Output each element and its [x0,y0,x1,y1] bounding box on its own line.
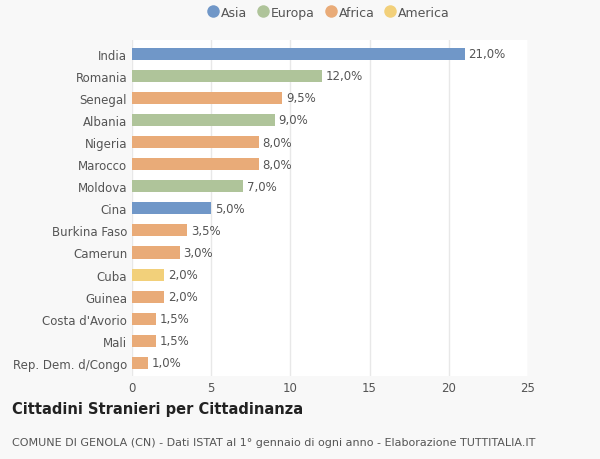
Text: 7,0%: 7,0% [247,180,277,193]
Text: 8,0%: 8,0% [263,158,292,171]
Bar [132,203,211,215]
Text: 1,5%: 1,5% [160,335,190,347]
Text: 8,0%: 8,0% [263,136,292,149]
Bar [132,225,187,237]
Bar [132,313,156,325]
Text: 3,5%: 3,5% [191,224,221,237]
Bar [132,335,156,347]
Bar [132,159,259,171]
Text: 9,0%: 9,0% [278,114,308,127]
Text: COMUNE DI GENOLA (CN) - Dati ISTAT al 1° gennaio di ogni anno - Elaborazione TUT: COMUNE DI GENOLA (CN) - Dati ISTAT al 1°… [12,437,535,447]
Text: 9,5%: 9,5% [286,92,316,105]
Text: 2,0%: 2,0% [167,291,197,303]
Bar [132,49,464,61]
Text: 1,5%: 1,5% [160,313,190,325]
Text: 21,0%: 21,0% [469,48,506,61]
Bar [132,137,259,149]
Bar [132,93,283,105]
Bar [132,357,148,369]
Text: 12,0%: 12,0% [326,70,363,83]
Bar [132,71,322,83]
Legend: Asia, Europa, Africa, America: Asia, Europa, Africa, America [210,7,450,20]
Bar [132,247,179,259]
Text: 5,0%: 5,0% [215,202,245,215]
Text: 3,0%: 3,0% [184,246,213,259]
Bar [132,291,164,303]
Bar [132,181,243,193]
Bar [132,269,164,281]
Text: 1,0%: 1,0% [152,357,182,369]
Text: Cittadini Stranieri per Cittadinanza: Cittadini Stranieri per Cittadinanza [12,401,303,416]
Text: 2,0%: 2,0% [167,269,197,281]
Bar [132,115,275,127]
